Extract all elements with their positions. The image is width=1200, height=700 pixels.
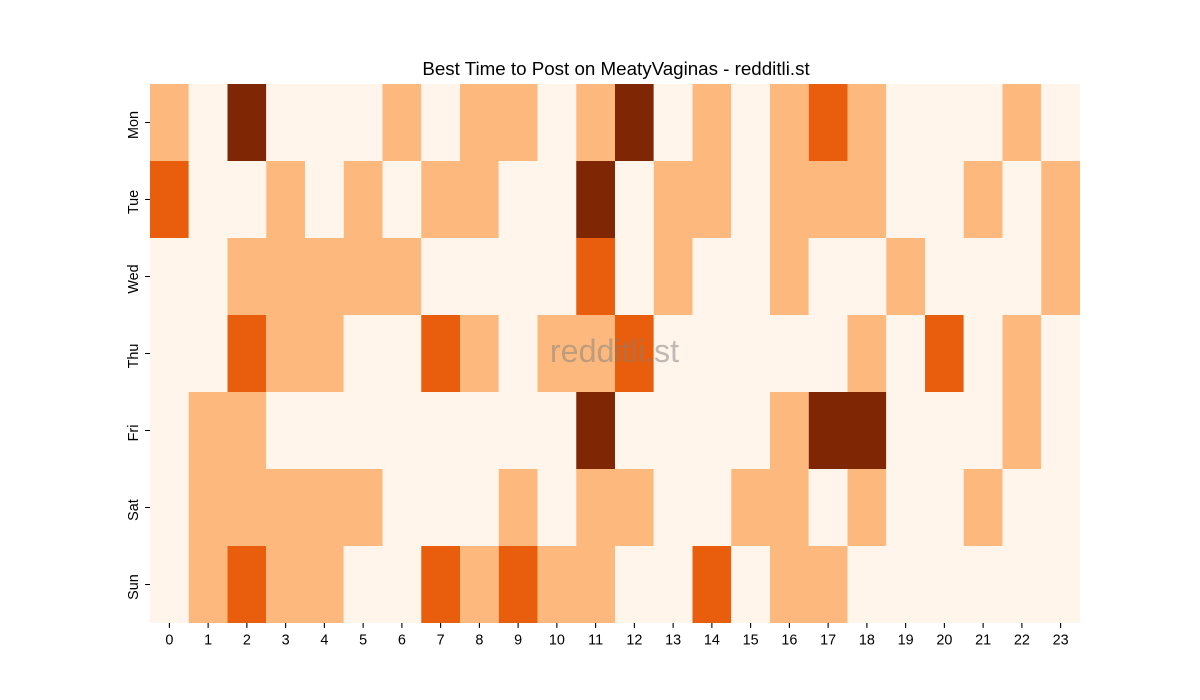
svg-text:0: 0 (165, 632, 173, 648)
svg-text:19: 19 (898, 632, 914, 648)
svg-text:9: 9 (514, 632, 522, 648)
svg-text:7: 7 (437, 632, 445, 648)
svg-text:12: 12 (626, 632, 642, 648)
svg-text:2: 2 (243, 632, 251, 648)
svg-text:11: 11 (588, 632, 603, 648)
svg-text:10: 10 (549, 632, 565, 648)
svg-text:Sat: Sat (126, 499, 142, 521)
svg-text:Fri: Fri (126, 425, 142, 442)
svg-text:21: 21 (975, 632, 991, 648)
svg-text:17: 17 (820, 632, 836, 648)
svg-text:22: 22 (1014, 632, 1030, 648)
svg-text:5: 5 (359, 632, 367, 648)
svg-text:16: 16 (781, 632, 797, 648)
svg-text:14: 14 (704, 632, 720, 648)
svg-text:13: 13 (665, 632, 681, 648)
svg-text:1: 1 (204, 632, 212, 648)
svg-text:3: 3 (282, 632, 290, 648)
svg-text:redditli.st: redditli.st (550, 333, 679, 369)
svg-text:Best Time to Post on MeatyVagi: Best Time to Post on MeatyVaginas - redd… (422, 58, 810, 79)
svg-text:15: 15 (743, 632, 759, 648)
svg-text:Tue: Tue (126, 190, 142, 214)
svg-text:Mon: Mon (126, 111, 142, 139)
svg-text:18: 18 (859, 632, 875, 648)
svg-text:Sun: Sun (126, 574, 142, 600)
svg-text:20: 20 (936, 632, 952, 648)
svg-text:4: 4 (320, 632, 328, 648)
svg-text:Thu: Thu (126, 344, 142, 369)
svg-text:6: 6 (398, 632, 406, 648)
svg-text:Wed: Wed (126, 264, 142, 293)
svg-text:23: 23 (1053, 632, 1069, 648)
svg-text:8: 8 (475, 632, 483, 648)
